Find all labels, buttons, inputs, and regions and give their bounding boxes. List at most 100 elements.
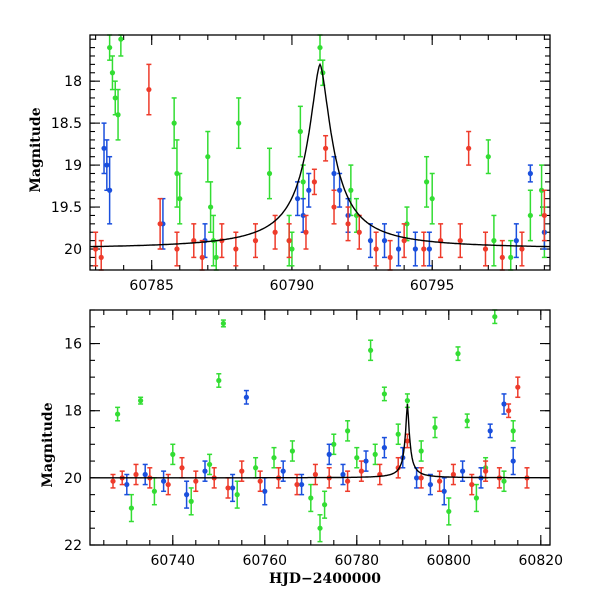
data-point	[233, 246, 239, 252]
bottom-x-tick-label: 60740	[151, 553, 196, 569]
data-point	[205, 154, 211, 160]
data-point	[308, 495, 314, 501]
data-point	[464, 418, 470, 424]
bottom-y-tick-label: 22	[64, 538, 82, 554]
data-point	[213, 254, 219, 261]
data-point	[104, 162, 110, 168]
data-point	[188, 498, 194, 504]
data-point	[508, 254, 514, 261]
data-point	[107, 44, 113, 51]
data-point	[216, 377, 222, 384]
data-point	[253, 465, 259, 471]
data-point	[151, 488, 157, 494]
data-point	[286, 238, 292, 244]
data-point	[395, 246, 402, 252]
bottom-axes-frame	[89, 309, 551, 546]
data-point	[239, 468, 245, 474]
data-point	[515, 384, 521, 390]
data-point	[473, 495, 479, 501]
data-point	[457, 238, 463, 244]
data-point	[345, 221, 351, 227]
data-point	[202, 468, 208, 474]
data-point	[510, 428, 516, 434]
data-point	[294, 481, 300, 488]
top-panel: Magnitude 60785 60790 60795 18 18.5 19 19.5 20	[28, 34, 551, 294]
data-point	[199, 254, 205, 261]
data-point	[466, 145, 472, 151]
data-point	[257, 478, 263, 484]
data-point	[297, 128, 303, 135]
data-point	[289, 448, 295, 454]
data-point	[513, 238, 519, 244]
bottom-model-curve	[90, 403, 550, 479]
bottom-y-tick-label: 16	[64, 337, 82, 353]
data-point	[381, 391, 387, 397]
top-y-tick-label: 20	[64, 242, 82, 258]
data-point	[372, 451, 378, 457]
data-point	[492, 314, 498, 320]
data-point	[118, 36, 124, 42]
bottom-x-tick-label: 60760	[243, 553, 288, 569]
data-point	[312, 471, 318, 478]
data-point	[177, 196, 183, 202]
data-point	[345, 428, 351, 434]
bottom-y-tick-label: 18	[64, 404, 82, 420]
data-point	[124, 481, 130, 488]
bottom-data-points	[110, 309, 530, 543]
data-point	[450, 471, 456, 478]
data-point	[354, 455, 360, 461]
data-point	[404, 221, 410, 227]
top-axis-ticks: 60785 60790 60795 18 18.5 19 19.5 20	[51, 35, 550, 294]
data-point	[171, 120, 177, 126]
data-point	[317, 525, 323, 531]
data-point	[300, 179, 306, 185]
data-point	[483, 468, 489, 474]
bottom-y-tick-label: 20	[64, 471, 82, 487]
top-y-tick-label: 19.5	[51, 200, 82, 216]
data-point	[174, 170, 180, 177]
data-point	[363, 458, 369, 464]
data-point	[174, 246, 180, 252]
data-point	[331, 204, 337, 210]
bottom-y-axis-label: Magnitude	[40, 402, 56, 487]
data-point	[491, 238, 497, 244]
data-point	[429, 196, 435, 202]
data-point	[345, 478, 351, 484]
data-point	[340, 471, 346, 478]
data-point	[527, 212, 533, 219]
data-point	[423, 179, 430, 185]
data-point	[414, 475, 420, 481]
data-point	[373, 246, 379, 252]
data-point	[368, 347, 374, 353]
data-point	[412, 246, 418, 252]
data-point	[460, 468, 466, 474]
data-point	[142, 471, 148, 478]
data-point	[299, 481, 305, 488]
data-point	[262, 488, 268, 494]
data-point	[161, 478, 167, 484]
data-point	[93, 246, 99, 252]
data-point	[358, 468, 364, 474]
data-point	[395, 431, 401, 437]
data-point	[455, 351, 461, 357]
data-point	[404, 438, 410, 444]
data-point	[317, 44, 323, 51]
data-point	[323, 145, 329, 151]
data-point	[300, 212, 306, 219]
data-point	[133, 471, 139, 478]
data-point	[387, 254, 393, 261]
data-point	[306, 187, 312, 193]
data-point	[427, 481, 433, 488]
data-point	[225, 485, 231, 491]
bottom-x-axis-label: HJD−2400000	[269, 571, 381, 587]
bottom-axis-ticks: 60740 60760 60780 60800 60820 16 18 20 22	[64, 309, 563, 569]
data-point	[510, 458, 516, 464]
data-point	[322, 502, 328, 508]
data-point	[367, 238, 374, 244]
data-point	[446, 508, 452, 515]
data-point	[271, 455, 277, 461]
data-point	[138, 398, 144, 404]
data-point	[115, 411, 121, 417]
data-point	[501, 478, 507, 484]
